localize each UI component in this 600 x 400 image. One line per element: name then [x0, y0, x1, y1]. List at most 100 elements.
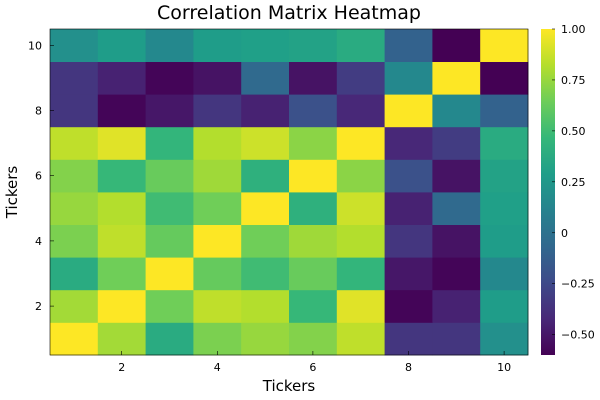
- heatmap-cell: [97, 159, 146, 193]
- heatmap-cell: [193, 322, 242, 356]
- colorbar-tick-label: −0.25: [561, 278, 595, 291]
- heatmap-cell: [241, 257, 290, 291]
- heatmap-cell: [289, 289, 338, 323]
- heatmap-cell: [336, 29, 385, 62]
- heatmap-cell: [145, 289, 194, 323]
- heatmap-cell: [241, 224, 290, 258]
- heatmap-cell: [145, 29, 194, 62]
- colorbar-tick-label: 0.25: [561, 176, 586, 189]
- heatmap-cell: [336, 224, 385, 258]
- heatmap-cell: [432, 289, 481, 323]
- heatmap-cell: [241, 61, 290, 95]
- heatmap-cell: [50, 126, 99, 160]
- heatmap-cell: [289, 61, 338, 95]
- heatmap-cell: [289, 257, 338, 291]
- heatmap-cell: [145, 159, 194, 193]
- heatmap-cell: [336, 192, 385, 225]
- heatmap-cell: [289, 322, 338, 356]
- x-tick-label: 10: [497, 361, 511, 374]
- y-axis-title: Tickers: [3, 166, 21, 220]
- heatmap-cell: [289, 94, 338, 128]
- x-axis: 2 4 6 8 10: [118, 351, 511, 374]
- colorbar-tick-label: 0.50: [561, 125, 586, 138]
- heatmap-cell: [336, 322, 385, 356]
- heatmap-cell: [480, 61, 529, 95]
- y-tick-label: 8: [35, 105, 42, 118]
- heatmap-cell: [432, 126, 481, 160]
- heatmap-cells: [50, 29, 529, 356]
- heatmap-cell: [97, 94, 146, 128]
- y-tick-label: 10: [28, 39, 42, 52]
- y-tick-label: 6: [35, 170, 42, 183]
- heatmap-cell: [241, 322, 290, 356]
- heatmap-cell: [432, 192, 481, 225]
- heatmap-cell: [480, 224, 529, 258]
- heatmap-cell: [97, 61, 146, 95]
- heatmap-cell: [50, 257, 99, 291]
- heatmap-cell: [193, 29, 242, 62]
- x-tick-label: 8: [405, 361, 412, 374]
- heatmap-cell: [384, 192, 433, 225]
- heatmap-cell: [193, 61, 242, 95]
- colorbar-tick-label: 0: [561, 227, 568, 240]
- heatmap-cell: [432, 224, 481, 258]
- heatmap-cell: [193, 224, 242, 258]
- heatmap-cell: [97, 289, 146, 323]
- heatmap-cell: [384, 61, 433, 95]
- heatmap-cell: [145, 126, 194, 160]
- x-axis-title: Tickers: [262, 377, 316, 395]
- heatmap-cell: [97, 322, 146, 356]
- heatmap-cell: [480, 257, 529, 291]
- heatmap-cell: [50, 192, 99, 225]
- plot-frame: [49, 28, 529, 356]
- heatmap-cell: [97, 126, 146, 160]
- heatmap-cell: [193, 159, 242, 193]
- heatmap-cell: [241, 192, 290, 225]
- heatmap-cell: [193, 289, 242, 323]
- heatmap-cell: [193, 126, 242, 160]
- y-tick-label: 2: [35, 300, 42, 313]
- heatmap-cell: [145, 61, 194, 95]
- heatmap-cell: [432, 94, 481, 128]
- chart-title: Correlation Matrix Heatmap: [157, 2, 421, 24]
- heatmap-cell: [384, 29, 433, 62]
- heatmap-cell: [241, 289, 290, 323]
- heatmap-cell: [432, 322, 481, 356]
- heatmap-cell: [145, 257, 194, 291]
- heatmap-cell: [193, 257, 242, 291]
- heatmap-cell: [336, 289, 385, 323]
- colorbar-tick-label: 0.75: [561, 74, 586, 87]
- heatmap-cell: [50, 29, 99, 62]
- heatmap-cell: [50, 224, 99, 258]
- colorbar-gradient: [541, 29, 555, 355]
- heatmap-cell: [145, 192, 194, 225]
- heatmap-cell: [480, 94, 529, 128]
- heatmap-cell: [193, 94, 242, 128]
- y-tick-label: 4: [35, 235, 42, 248]
- heatmap-cell: [336, 61, 385, 95]
- heatmap-cell: [384, 322, 433, 356]
- heatmap-cell: [145, 322, 194, 356]
- heatmap-cell: [384, 224, 433, 258]
- x-tick-label: 4: [214, 361, 221, 374]
- heatmap-cell: [50, 289, 99, 323]
- heatmap-cell: [241, 94, 290, 128]
- heatmap-cell: [241, 159, 290, 193]
- heatmap-cell: [50, 159, 99, 193]
- heatmap-cell: [50, 94, 99, 128]
- heatmap-cell: [97, 224, 146, 258]
- heatmap-cell: [384, 159, 433, 193]
- heatmap-cell: [289, 159, 338, 193]
- heatmap-cell: [384, 126, 433, 160]
- heatmap-cell: [289, 126, 338, 160]
- heatmap-cell: [145, 224, 194, 258]
- heatmap-cell: [480, 29, 529, 62]
- heatmap-cell: [145, 94, 194, 128]
- x-tick-label: 2: [118, 361, 125, 374]
- x-tick-label: 6: [309, 361, 316, 374]
- heatmap-cell: [97, 29, 146, 62]
- colorbar-tick-label: 1.00: [561, 23, 586, 36]
- heatmap-cell: [336, 159, 385, 193]
